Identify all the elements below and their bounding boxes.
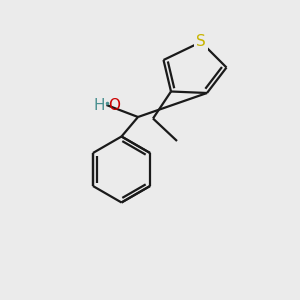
Text: H: H (94, 98, 105, 112)
Text: O: O (108, 98, 120, 112)
Text: S: S (196, 34, 206, 50)
